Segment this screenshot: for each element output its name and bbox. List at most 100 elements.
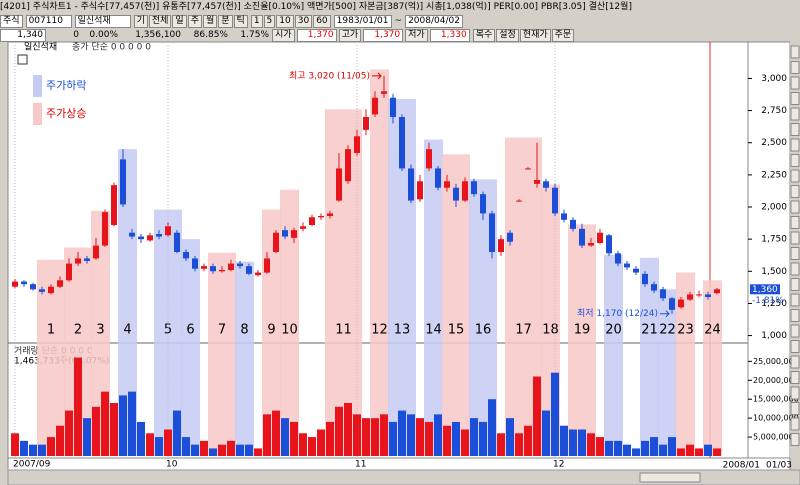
end-date[interactable]: 2008/04/02: [405, 14, 463, 28]
zone-label: 15: [448, 323, 465, 338]
current-price-box: [750, 284, 780, 295]
candle-body: [138, 236, 144, 240]
zone-label: 8: [240, 323, 248, 338]
candle-body: [543, 181, 549, 188]
volume-bar: [461, 429, 469, 456]
candle-body: [336, 168, 342, 201]
x-tick-label: 11: [355, 460, 366, 470]
volume-bar: [713, 448, 721, 456]
volume-bar: [281, 418, 289, 456]
candle-body: [354, 136, 360, 153]
volume-bar: [164, 429, 172, 456]
candle-body: [579, 228, 585, 246]
checkbox[interactable]: [17, 54, 28, 65]
volume-bar: [488, 399, 496, 456]
interval-button[interactable]: 60: [313, 14, 331, 28]
code[interactable]: 007110: [25, 14, 72, 28]
y-tick-label: 2,750: [761, 106, 787, 116]
candle-body: [39, 289, 45, 292]
x-tick-label: 12: [553, 460, 564, 470]
quote-button[interactable]: 복수: [472, 28, 496, 42]
tool-icon: [790, 247, 800, 260]
volume-bar: [434, 414, 442, 456]
tool-icon: [790, 278, 800, 291]
volume-bar: [317, 429, 325, 456]
quote-button[interactable]: 설정: [496, 28, 519, 42]
zone-label: 4: [123, 323, 131, 338]
scrollbar[interactable]: [7, 469, 800, 485]
candle-body: [12, 281, 18, 287]
candle-body: [120, 159, 126, 205]
volume-bar: [695, 448, 703, 456]
quote-buttons: 복수 설정 현재가 주문: [472, 28, 575, 42]
period-button[interactable]: 일: [172, 14, 187, 28]
quote-button[interactable]: 현재가: [519, 28, 551, 42]
volume-bar: [515, 433, 523, 456]
axis-area: [747, 41, 791, 459]
tool-icon: [790, 417, 800, 431]
field-label: 고가: [338, 28, 362, 42]
scroll-thumb[interactable]: [639, 472, 701, 483]
current-change: -1.81%: [752, 296, 784, 306]
zone-label: 16: [475, 323, 492, 338]
zone-label: 12: [371, 323, 388, 338]
tool-icon: [790, 107, 800, 121]
tool-icon: [790, 293, 800, 307]
period-button[interactable]: 월: [202, 14, 218, 28]
volume-bar: [650, 437, 658, 456]
candle-body: [660, 289, 666, 299]
y-tick-label: 1,250: [761, 299, 787, 309]
period-button[interactable]: 분: [218, 14, 233, 28]
y-tick-label: 2,500: [761, 138, 787, 148]
quote-button[interactable]: 주문: [551, 28, 575, 42]
candle-body: [219, 270, 225, 272]
candle-body: [345, 149, 351, 182]
zone-label: 3: [96, 323, 104, 338]
candle-body: [381, 91, 387, 94]
high-arrow: [372, 72, 382, 80]
interval-button[interactable]: 30: [294, 14, 313, 28]
volume-bar: [569, 429, 577, 456]
interval-button[interactable]: 1: [250, 14, 263, 28]
candle-body: [399, 117, 405, 169]
period-button[interactable]: 기: [133, 14, 148, 28]
legend-swatch: [33, 75, 42, 97]
volume-bar: [263, 414, 271, 456]
period-button[interactable]: 전체: [148, 14, 172, 28]
y-tick-label: 1,750: [761, 235, 787, 245]
indicator: 종가 단순 0 0 0 0 0: [72, 42, 151, 53]
tool-icon: [790, 262, 800, 276]
candle-body: [21, 281, 27, 285]
volume-bar: [524, 425, 532, 456]
start-date[interactable]: 1983/01/01: [333, 14, 392, 28]
interval-button[interactable]: 5: [263, 14, 276, 28]
volume-bar: [668, 437, 676, 456]
x-tick-label: 2007/09: [13, 460, 51, 470]
candle-body: [264, 258, 270, 273]
zone-label: 21: [641, 323, 658, 338]
candle-body: [525, 168, 531, 170]
zone-label: 6: [186, 323, 194, 338]
volume-bar: [38, 444, 46, 456]
volume-bar: [551, 372, 559, 456]
field-value: 1,370: [296, 28, 337, 42]
zone: [325, 109, 362, 457]
period-button[interactable]: 틱: [233, 14, 248, 28]
candle-body: [705, 294, 711, 297]
candle-body: [426, 149, 432, 169]
volume-bar: [533, 376, 541, 456]
volume-bar: [614, 440, 622, 456]
zone-label: 18: [542, 323, 559, 338]
market[interactable]: 주식: [0, 14, 23, 28]
volume-bar: [659, 444, 667, 456]
volume-tick-label: 15,000,000: [753, 395, 799, 404]
candle-body: [282, 230, 288, 237]
volume-bar: [479, 421, 487, 456]
period-button[interactable]: 주: [187, 14, 202, 28]
volume-bar: [128, 391, 136, 456]
volume-bar: [398, 410, 406, 456]
candle-body: [471, 181, 477, 195]
legend-label: 주가하락: [46, 78, 86, 92]
interval-button[interactable]: 10: [276, 14, 294, 28]
tool-icon: [790, 45, 800, 59]
